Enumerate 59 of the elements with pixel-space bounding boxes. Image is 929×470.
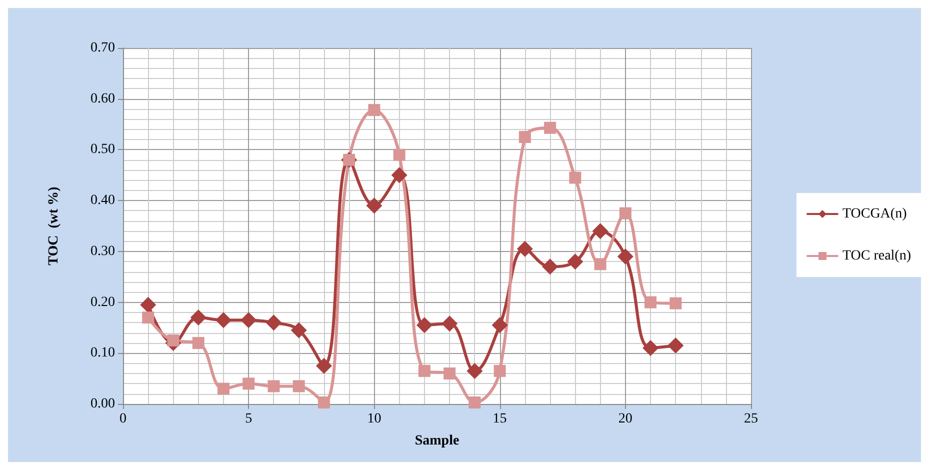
- point: [391, 167, 408, 184]
- point: [368, 104, 380, 116]
- point: [444, 367, 456, 380]
- point: [442, 316, 458, 332]
- point: [494, 364, 506, 377]
- point: [418, 364, 430, 377]
- y-tick-label: 0.70: [90, 40, 115, 56]
- point: [567, 254, 584, 270]
- point: [217, 382, 230, 395]
- point: [644, 296, 657, 308]
- point: [316, 358, 332, 374]
- x-axis-title: Sample: [414, 434, 460, 448]
- point: [642, 340, 659, 356]
- point: [569, 172, 582, 184]
- legend-label: TOC real(n): [842, 248, 912, 264]
- point: [466, 362, 483, 379]
- point: [292, 380, 305, 392]
- point: [542, 258, 558, 275]
- point: [416, 317, 432, 334]
- point: [592, 223, 608, 240]
- point: [617, 248, 634, 265]
- point: [619, 207, 632, 220]
- y-tick-label: 0.00: [90, 396, 115, 412]
- legend-label: TOCGA(n): [842, 206, 908, 222]
- point: [468, 396, 481, 408]
- point: [318, 396, 330, 408]
- x-tick-label: 5: [245, 412, 252, 426]
- point: [544, 122, 556, 134]
- point: [492, 317, 508, 334]
- y-axis-title: TOC (wt %): [46, 186, 62, 266]
- point: [190, 310, 206, 326]
- y-tick-label: 0.60: [90, 91, 115, 106]
- y-tick-label: 0.40: [90, 193, 115, 208]
- x-tick-label: 20: [618, 412, 632, 426]
- point: [192, 336, 204, 349]
- point: [670, 297, 682, 310]
- x-tick-label: 15: [492, 412, 507, 426]
- y-tick-label: 0.50: [90, 142, 115, 158]
- point: [266, 314, 282, 331]
- point: [240, 312, 257, 328]
- point: [268, 380, 280, 392]
- x-tick-label: 0: [120, 412, 126, 426]
- point: [518, 131, 531, 143]
- point: [668, 338, 684, 354]
- point: [215, 312, 232, 328]
- point: [142, 312, 154, 324]
- point: [516, 240, 533, 257]
- point: [393, 148, 406, 161]
- point: [242, 378, 255, 390]
- x-tick-label: 25: [744, 412, 758, 426]
- point: [290, 322, 307, 338]
- point: [366, 198, 382, 214]
- point: [140, 296, 156, 313]
- point: [167, 334, 180, 346]
- y-tick-label: 0.10: [90, 346, 115, 361]
- y-tick-label: 0.20: [90, 294, 115, 310]
- x-tick-label: 10: [367, 412, 382, 426]
- point: [594, 258, 606, 270]
- y-tick-label: 0.30: [90, 244, 115, 259]
